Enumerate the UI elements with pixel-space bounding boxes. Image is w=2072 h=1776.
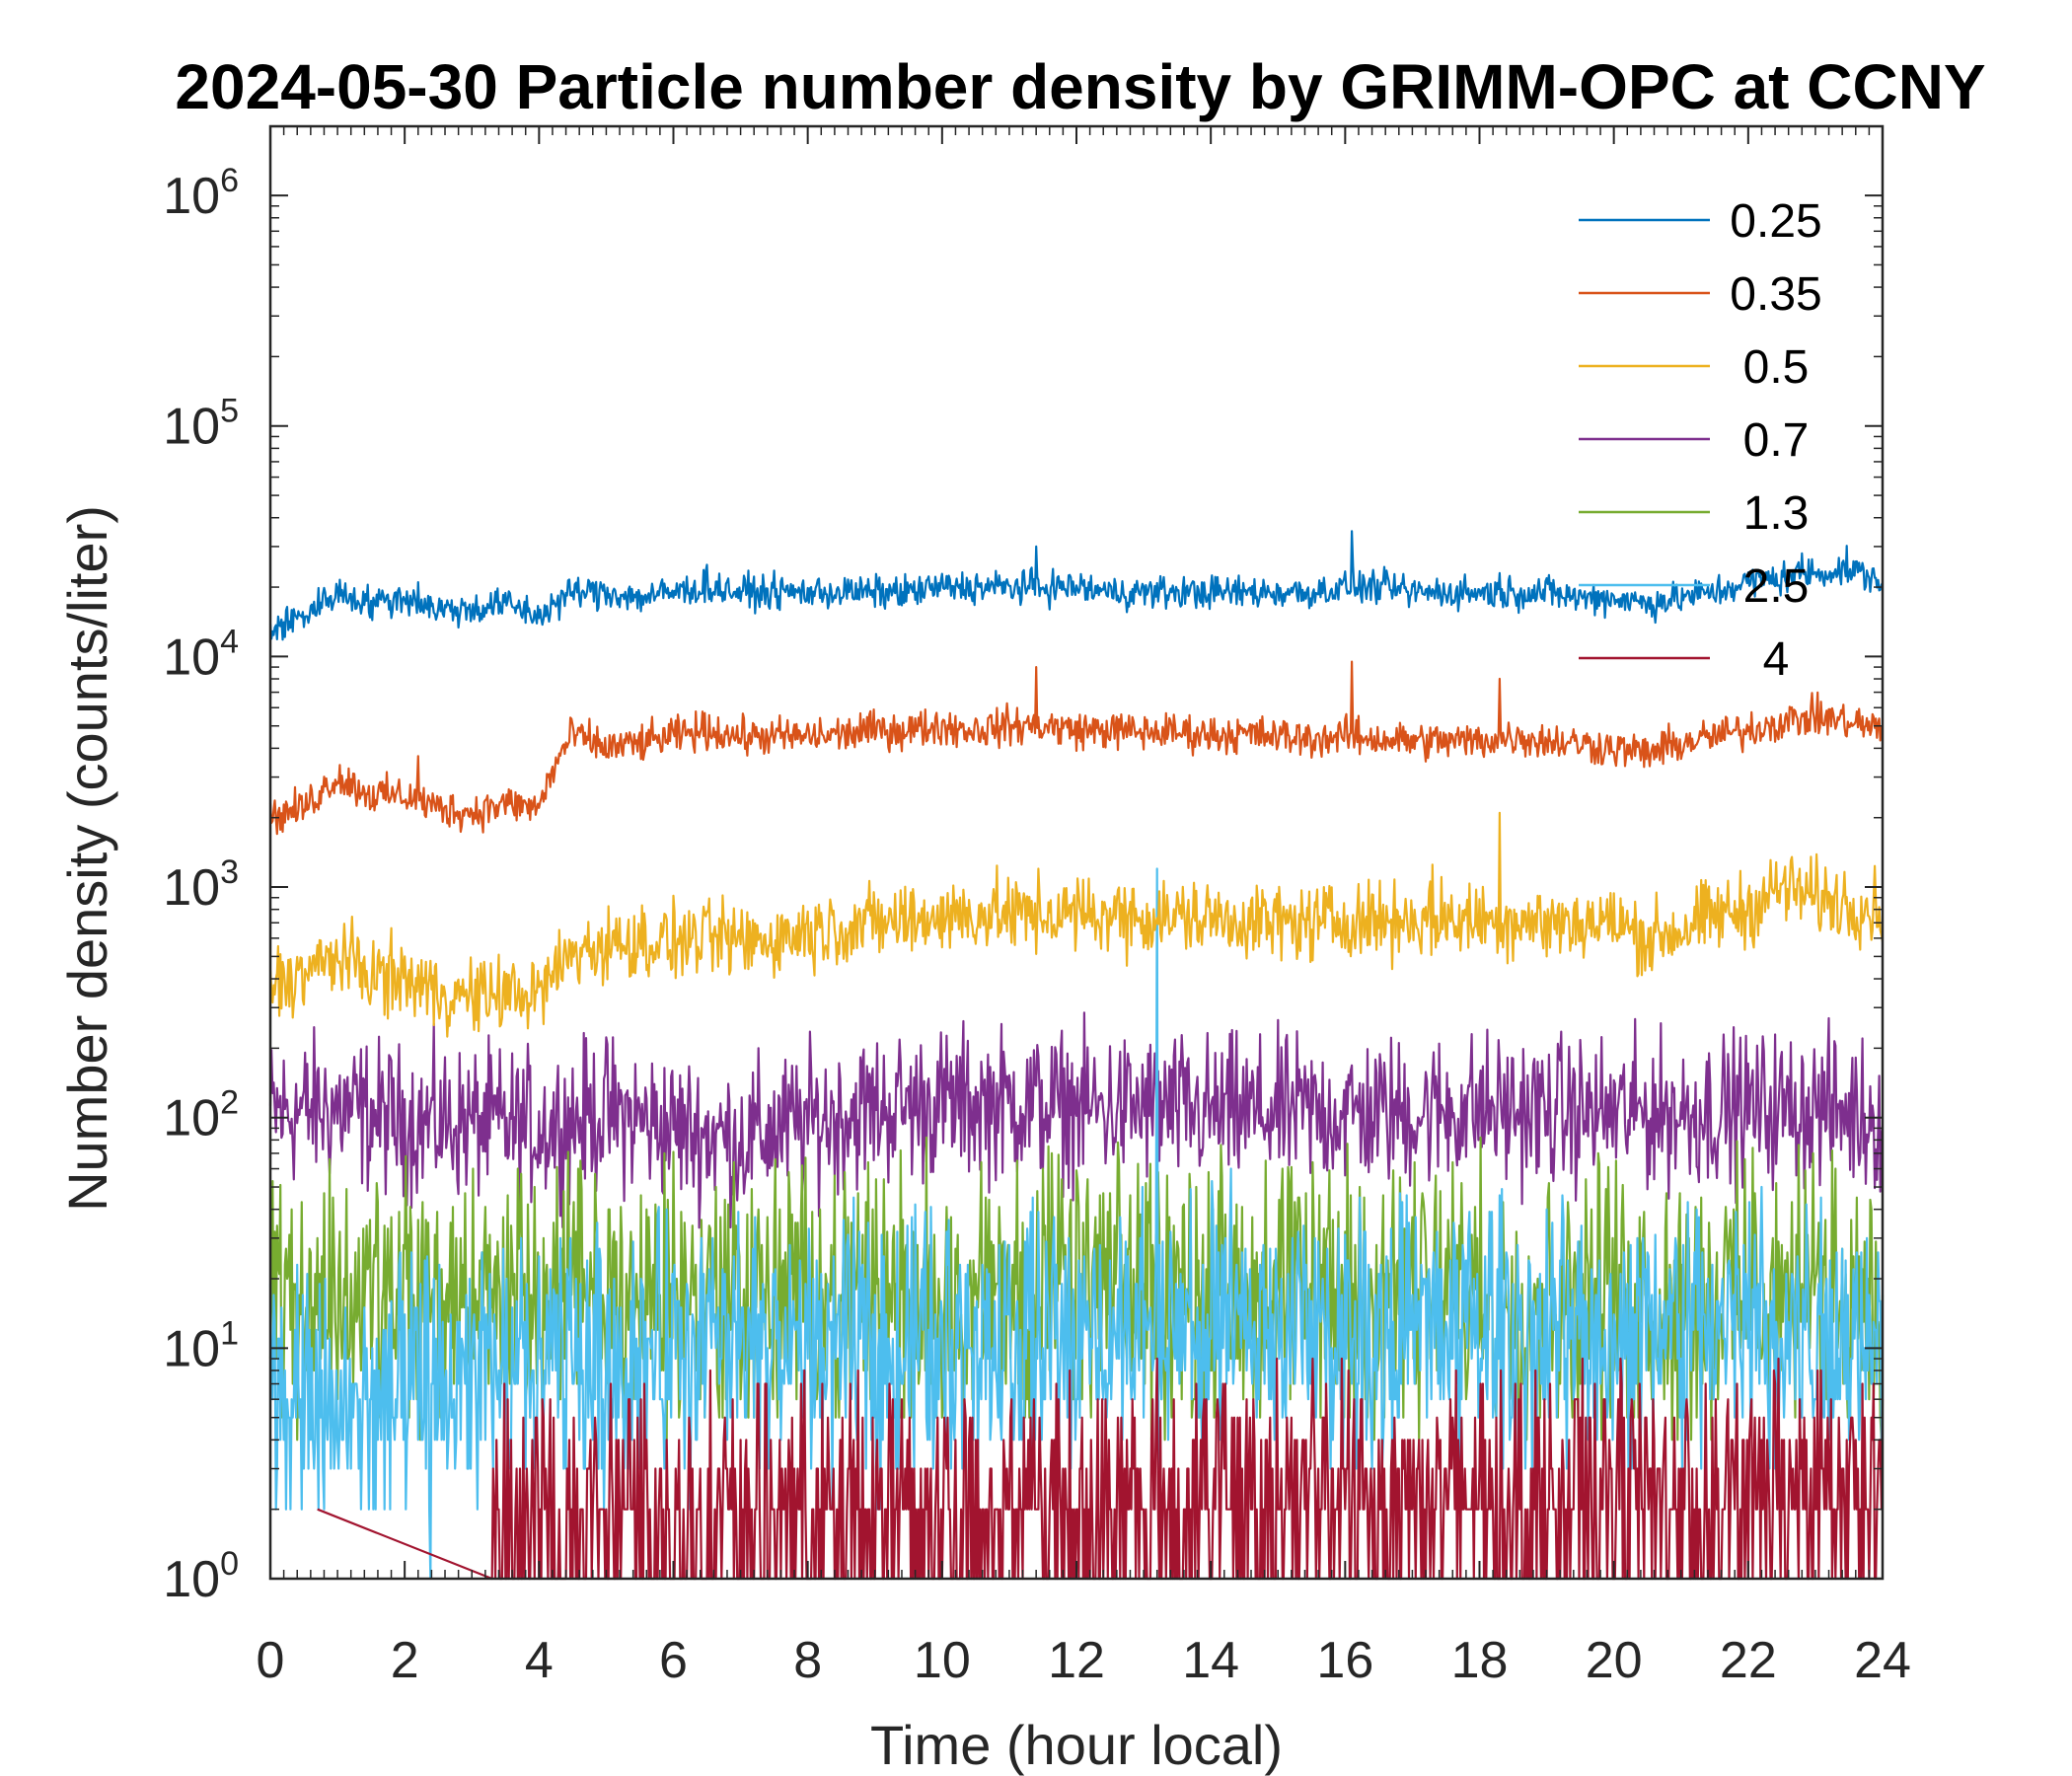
legend-label-1-3: 1.3 (1743, 487, 1810, 540)
y-tick-label: 103 (163, 853, 239, 917)
y-tick-label: 101 (163, 1314, 239, 1377)
legend-label-0-35: 0.35 (1730, 268, 1821, 321)
series-line-0-7 (268, 1011, 1885, 1229)
x-tick-label: 6 (659, 1632, 688, 1689)
x-tick-label: 10 (914, 1632, 971, 1689)
y-tick-label: 105 (163, 393, 239, 456)
y-tick-label: 106 (163, 162, 239, 225)
series-layer (268, 530, 1885, 1581)
series-line-2-5 (268, 867, 1885, 1581)
series-line-0-25 (268, 530, 1884, 641)
x-tick-label: 12 (1048, 1632, 1105, 1689)
y-tick-label: 100 (163, 1545, 239, 1608)
x-tick-label: 16 (1316, 1632, 1373, 1689)
legend-label-2-5: 2.5 (1743, 560, 1810, 613)
legend-label-0-5: 0.5 (1743, 341, 1810, 394)
legend: 0.25 0.35 0.5 0.7 1.3 2.5 4 (1579, 195, 1822, 686)
legend-label-4: 4 (1763, 633, 1790, 686)
x-tick-label: 0 (257, 1632, 285, 1689)
y-tick-labels: 100 101 102 103 104 105 106 (163, 162, 239, 1608)
x-tick-label: 2 (391, 1632, 419, 1689)
y-tick-label: 104 (163, 623, 239, 686)
x-tick-label: 22 (1720, 1632, 1777, 1689)
x-tick-label: 8 (793, 1632, 822, 1689)
x-axis-label: Time (hour local) (870, 1714, 1283, 1776)
axes-box (268, 124, 1885, 1581)
series-line-0-5 (268, 811, 1885, 1038)
series-line-4 (317, 1357, 1885, 1581)
x-tick-label: 14 (1182, 1632, 1239, 1689)
y-axis-label: Number density (counts/liter) (56, 505, 118, 1212)
legend-label-0-7: 0.7 (1743, 414, 1810, 467)
y-tick-label: 102 (163, 1084, 239, 1147)
x-tick-label: 18 (1451, 1632, 1509, 1689)
x-tick-label: 4 (525, 1632, 554, 1689)
x-tick-labels: 0 2 4 6 8 10 12 14 16 18 20 22 24 (257, 1632, 1911, 1689)
series-line-0-35 (268, 660, 1885, 836)
x-tick-label: 24 (1854, 1632, 1911, 1689)
legend-label-0-25: 0.25 (1730, 195, 1821, 248)
chart-title: 2024-05-30 Particle number density by GR… (175, 51, 1985, 122)
x-tick-label: 20 (1586, 1632, 1643, 1689)
